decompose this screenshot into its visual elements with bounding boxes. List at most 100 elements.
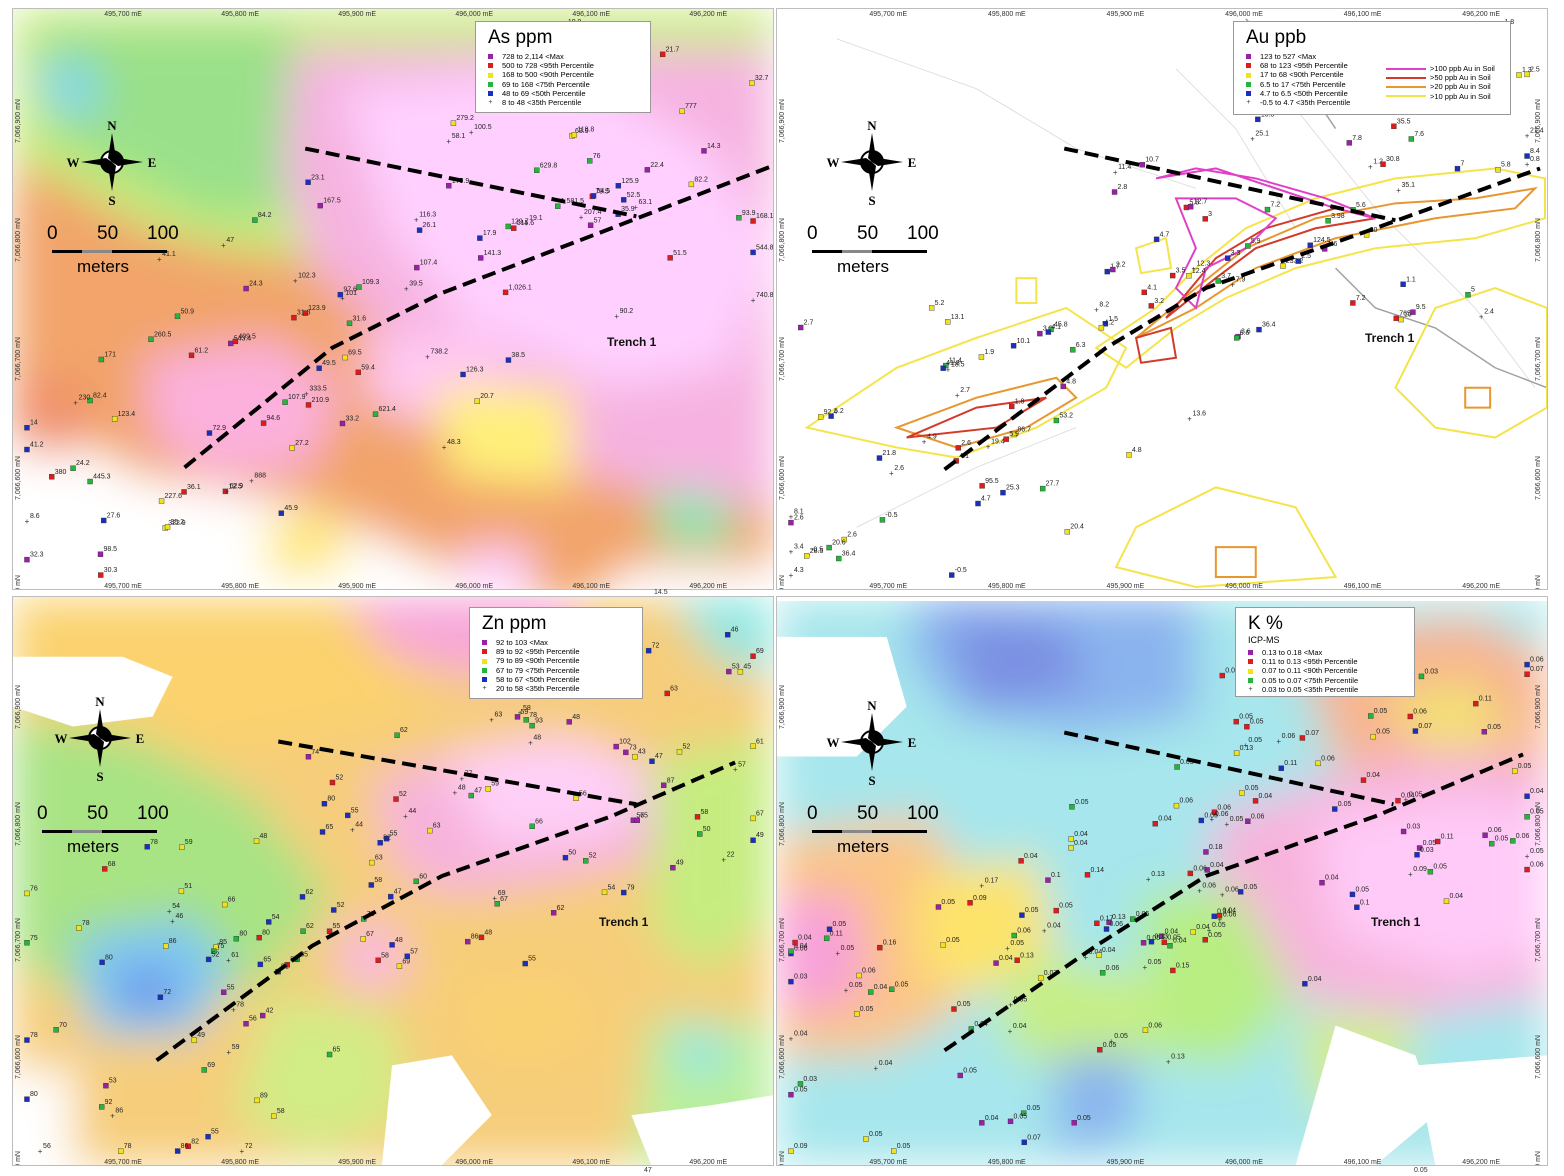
compass-e-label: E: [908, 155, 917, 170]
sample-value-label: 72.9: [212, 425, 226, 432]
sample-point: +: [1042, 926, 1047, 935]
sample-value-label: 0.05: [1530, 809, 1544, 816]
sample-value-label: 168.1: [756, 213, 773, 220]
sample-value-label: 0.05: [860, 1006, 874, 1013]
sample-value-label: 0.07: [1418, 723, 1432, 730]
sample-point: +: [489, 715, 494, 724]
sample-value-label: 0.06: [1413, 708, 1427, 715]
sample-value-label: 0.05: [1245, 785, 1259, 792]
sample-point: [1524, 671, 1530, 677]
sample-value-label: 24.2: [76, 460, 90, 467]
sample-value-label: 58: [701, 809, 709, 816]
sample-value-label: 14.3: [707, 143, 721, 150]
sample-value-label: 777: [685, 103, 697, 110]
sample-point: [243, 285, 249, 292]
sample-point: [346, 320, 353, 326]
scale-units: meters: [77, 257, 129, 276]
sample-value-label: 2.6: [847, 532, 857, 539]
sample-point: [1434, 838, 1441, 845]
sample-value-label: 0.13: [1020, 952, 1034, 959]
sample-point: [24, 1096, 30, 1102]
sample-value-label: 54: [272, 914, 280, 921]
sample-value-label: 33.2: [345, 415, 359, 422]
sample-value-label: 109.3: [362, 279, 380, 286]
sample-point: [1510, 838, 1516, 844]
sample-value-label: 69: [756, 648, 764, 655]
sample-value-label: 78: [150, 839, 158, 846]
sample-value-label: 38.5: [511, 352, 525, 359]
sample-value-label: 22: [727, 852, 735, 859]
sample-value-label: 0.04: [1102, 947, 1116, 954]
sample-value-label: 56: [249, 1016, 257, 1023]
sample-point: [1169, 272, 1176, 279]
legend-swatch: [488, 81, 493, 87]
sample-value-label: 8.4: [1530, 148, 1540, 155]
sample-value-label: -0.5: [885, 512, 897, 519]
x-tick-label: 495,800 mE: [221, 583, 259, 590]
legend-swatch: [482, 667, 487, 673]
sample-point: [191, 1037, 198, 1043]
sample-value-label: 0.05: [1077, 1115, 1091, 1122]
x-tick-label: 496,000 mE: [1225, 11, 1263, 18]
y-tick-label: 7,066,600 mN: [1535, 456, 1542, 501]
sample-value-label: 8.2: [1099, 302, 1109, 309]
sample-point: [103, 1082, 109, 1089]
sample-value-label: 0.04: [1259, 793, 1273, 800]
sample-value-label: 0.06: [1251, 813, 1265, 820]
sample-value-label: 0.06: [1488, 827, 1502, 834]
sample-point: [697, 831, 703, 837]
sample-point: [590, 193, 597, 199]
sample-point: +: [1368, 163, 1373, 172]
sample-point: +: [110, 1112, 115, 1121]
trench-label: Trench 1: [1371, 915, 1421, 929]
sample-point: +: [73, 398, 78, 407]
sample-point: [1069, 804, 1075, 810]
sample-value-label: 0.05: [897, 1143, 911, 1150]
sample-point: [573, 795, 579, 802]
sample-point: [1407, 713, 1414, 720]
sample-point: [1427, 869, 1434, 875]
sample-point: [979, 1120, 985, 1126]
sample-value-label: 1.9: [984, 349, 994, 356]
sample-value-label: 93: [535, 718, 543, 725]
sample-value-label: 0.04: [1308, 976, 1322, 983]
y-tick-label: 7,066,700 mN: [1535, 918, 1542, 963]
sample-value-label: 86.7: [1017, 427, 1031, 434]
sample-point: +: [524, 219, 529, 228]
sample-point: +: [170, 917, 175, 926]
sample-point: [1103, 926, 1110, 932]
sample-value-label: 0.06: [1282, 733, 1296, 740]
legend-row: 89 to 92 <95th Percentile: [482, 647, 632, 656]
sample-value-label: 0.05: [869, 1131, 883, 1138]
x-tick-label: 495,800 mE: [221, 11, 259, 18]
sample-value-label: 0.05: [957, 1001, 971, 1008]
sample-point: +: [25, 517, 30, 526]
sample-point: [416, 227, 423, 233]
sample-value-label: 55: [351, 807, 359, 814]
sample-value-label: 59: [232, 1044, 240, 1051]
sample-value-label: 63: [433, 823, 441, 830]
sample-value-label: 7.2: [1356, 295, 1366, 302]
scale-bar: 0 50 100 meters: [47, 223, 187, 283]
sample-point: [99, 1104, 105, 1110]
y-tick-label: 7,066,700 mN: [15, 918, 22, 963]
sample-value-label: 0.05: [1355, 886, 1369, 893]
sample-point: [1167, 943, 1173, 949]
sample-point: [1011, 431, 1018, 438]
sample-value-label: 59: [520, 709, 528, 716]
sample-value-label: 0.04: [794, 943, 808, 950]
sample-point: +: [633, 203, 638, 212]
sample-value-label: 66: [535, 818, 543, 825]
sample-value-label: 49: [197, 1032, 205, 1039]
north-arrow-icon: N S W E: [45, 693, 155, 784]
sample-point: [1295, 258, 1302, 264]
sample-point: [1408, 136, 1415, 142]
sample-point: [1280, 263, 1286, 269]
sample-value-label: 5: [1471, 287, 1475, 294]
sample-value-label: 65: [263, 956, 271, 963]
x-tick-label: 495,900 mE: [338, 583, 377, 590]
sample-value-label: 63.9: [575, 128, 589, 135]
sample-point: [393, 796, 399, 802]
sample-point: +: [1479, 313, 1484, 322]
y-tick-label: 7,066,700 mN: [779, 337, 786, 382]
